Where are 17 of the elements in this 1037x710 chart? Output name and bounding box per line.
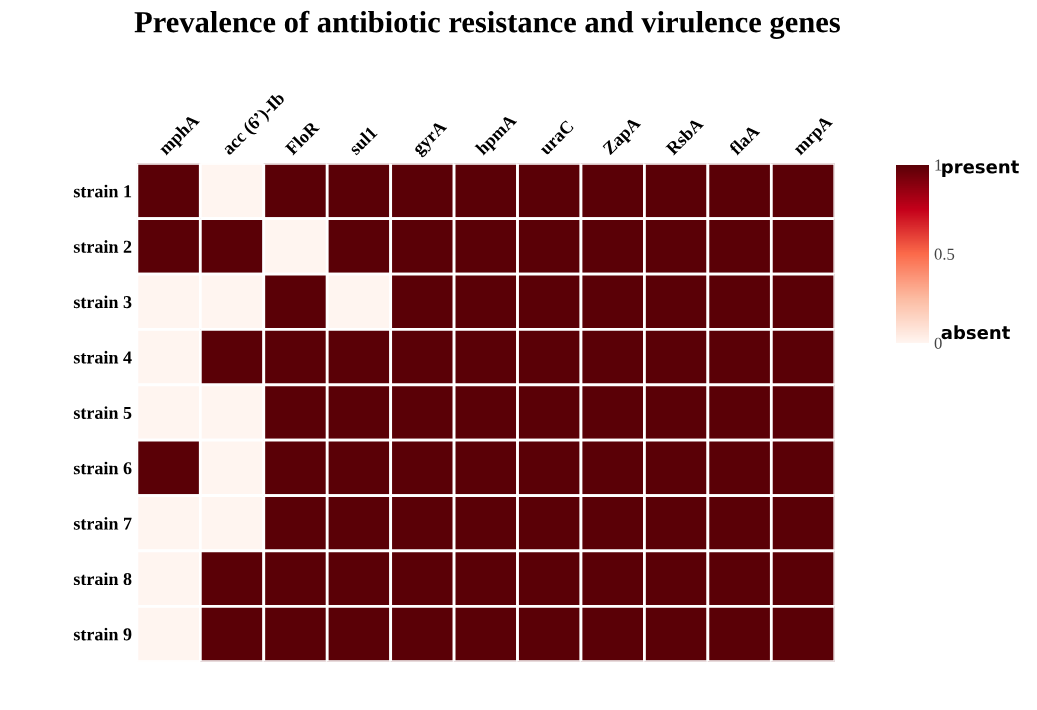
- y-tick-label: strain 9: [73, 627, 132, 641]
- y-tick-label: strain 4: [73, 350, 132, 364]
- color-bar-label: 1: [935, 159, 942, 171]
- x-tick-label: sul1: [347, 125, 378, 156]
- text: absent: [941, 325, 1010, 340]
- y-tick-label: strain 3: [73, 295, 132, 309]
- y-tick-label: strain 1: [73, 184, 132, 198]
- y-tick-label: strain 2: [73, 240, 132, 253]
- color-bar-label: 0: [934, 337, 942, 349]
- color-bar-label: 0.5: [934, 248, 955, 260]
- y-tick-label: strain 8: [73, 572, 132, 586]
- x-tick-label: flaA: [728, 123, 761, 156]
- text: present: [942, 160, 1019, 178]
- y-tick-label: strain 7: [73, 517, 132, 530]
- y-tick-label: strain 5: [73, 406, 132, 419]
- chart-title: Prevalence of antibiotic resistance and virulence genes: [134, 10, 840, 39]
- y-tick-label: strain 6: [73, 461, 132, 475]
